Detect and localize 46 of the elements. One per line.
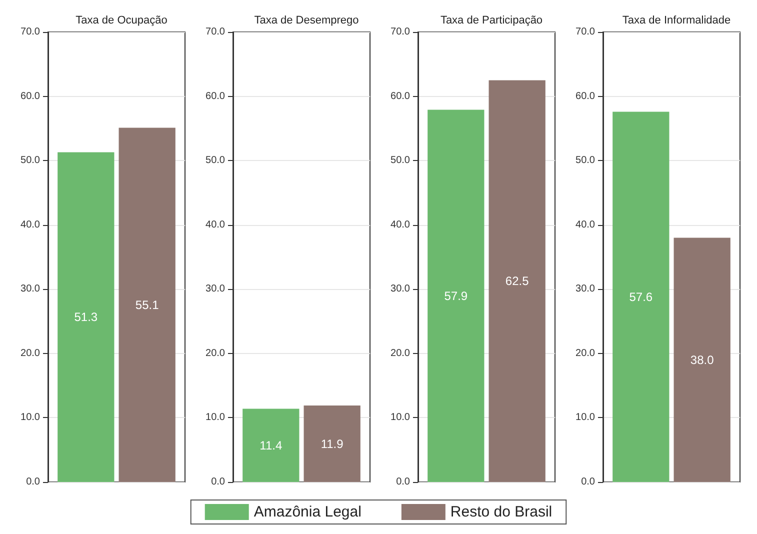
y-tick-label: 30.0: [390, 284, 410, 295]
y-tick-label: 0.0: [26, 476, 40, 488]
y-tick-label: 20.0: [20, 348, 40, 359]
chart-title: Taxa de Ocupação: [76, 14, 168, 26]
y-tick-label: 10.0: [20, 412, 40, 424]
chart-title: Taxa de Informalidade: [622, 14, 731, 26]
data-label: 51.3: [74, 310, 98, 324]
y-tick-label: 20.0: [390, 348, 410, 359]
chart-title: Taxa de Participação: [440, 14, 543, 26]
y-tick-label: 20.0: [576, 348, 596, 359]
data-label: 55.1: [135, 298, 160, 312]
legend-label: Resto do Brasil: [450, 504, 552, 520]
y-tick-label: 60.0: [20, 90, 40, 102]
data-label: 57.6: [629, 290, 653, 304]
y-tick-label: 50.0: [20, 155, 40, 166]
y-tick-label: 30.0: [206, 284, 226, 295]
y-tick-label: 60.0: [390, 90, 410, 102]
y-tick-label: 70.0: [576, 26, 596, 38]
y-tick-label: 40.0: [20, 219, 40, 230]
y-tick-label: 30.0: [20, 284, 40, 295]
y-tick-label: 20.0: [206, 348, 226, 359]
data-label: 62.5: [505, 274, 530, 288]
y-tick-label: 70.0: [20, 26, 40, 38]
y-tick-label: 40.0: [206, 219, 226, 230]
y-tick-label: 40.0: [576, 219, 596, 230]
y-tick-label: 60.0: [206, 90, 226, 102]
data-label: 38.0: [690, 352, 714, 367]
legend-label: Amazônia Legal: [254, 504, 362, 520]
y-tick-label: 40.0: [390, 219, 410, 230]
data-label: 57.9: [444, 288, 468, 303]
y-tick-label: 50.0: [576, 155, 596, 166]
y-tick-label: 10.0: [576, 412, 596, 424]
y-tick-label: 10.0: [206, 412, 226, 424]
y-tick-label: 50.0: [206, 155, 226, 166]
y-tick-label: 0.0: [211, 476, 226, 488]
y-tick-label: 0.0: [396, 476, 410, 488]
y-tick-label: 70.0: [206, 26, 226, 38]
y-tick-label: 70.0: [390, 26, 410, 38]
data-label: 11.9: [320, 436, 344, 451]
y-tick-label: 0.0: [581, 476, 596, 488]
y-tick-label: 60.0: [576, 90, 596, 102]
chart-title: Taxa de Desemprego: [254, 14, 359, 26]
y-tick-label: 50.0: [390, 155, 410, 166]
y-tick-label: 10.0: [390, 412, 410, 424]
data-label: 11.4: [260, 438, 282, 452]
y-tick-label: 30.0: [576, 284, 596, 295]
